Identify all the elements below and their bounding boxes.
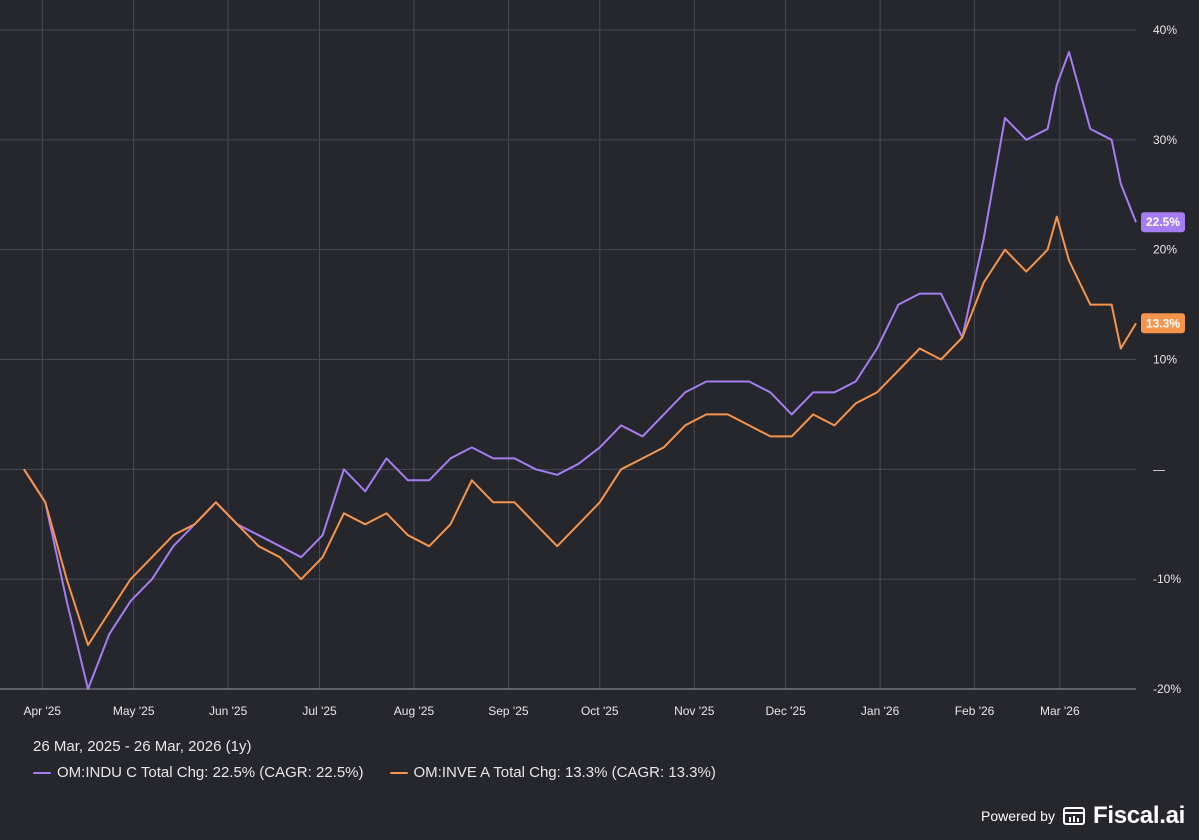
line-chart: -20% -10% — 10% 20% 30% 40% Apr '25 May '25 Jun '… — [0, 0, 1185, 718]
series-line-0 — [23, 51, 1137, 690]
x-tick-label: Apr '25 — [23, 704, 61, 718]
end-value-label: 13.3% — [1146, 316, 1180, 330]
series-layer — [23, 51, 1137, 690]
end-value-label: 22.5% — [1146, 215, 1180, 229]
x-tick-label: Sep '25 — [488, 704, 529, 718]
powered-by-text: Powered by — [981, 808, 1055, 824]
legend: OM:INDU C Total Chg: 22.5% (CAGR: 22.5%)… — [33, 764, 716, 781]
y-tick-label: -20% — [1153, 682, 1181, 696]
fiscal-logo-icon — [1062, 807, 1085, 825]
axis-layer: -20% -10% — 10% 20% 30% 40% Apr '25 May '25 Jun '… — [0, 23, 1181, 718]
x-tick-label: Mar '26 — [1040, 704, 1080, 718]
series-line-1 — [23, 215, 1137, 647]
end-value-badge — [1141, 212, 1185, 233]
x-tick-label: Aug '25 — [394, 704, 435, 718]
y-tick-label: 40% — [1153, 23, 1177, 37]
grid-layer — [0, 0, 1136, 690]
y-tick-label: 30% — [1153, 133, 1177, 147]
x-tick-label: Jul '25 — [302, 704, 337, 718]
x-tick-label: May '25 — [113, 704, 155, 718]
legend-label-indu: OM:INDU C Total Chg: 22.5% (CAGR: 22.5%) — [57, 764, 364, 781]
legend-item-indu[interactable]: OM:INDU C Total Chg: 22.5% (CAGR: 22.5%) — [33, 764, 364, 781]
legend-swatch-inve — [389, 771, 408, 774]
y-tick-label: 20% — [1153, 243, 1177, 257]
badge-layer: 22.5% 13.3% — [1141, 212, 1185, 334]
x-tick-label: Jan '26 — [861, 704, 900, 718]
brand-name: Fiscal.ai — [1092, 802, 1185, 829]
legend-swatch-indu — [33, 771, 51, 774]
end-value-badge — [1141, 313, 1185, 334]
x-tick-label: Feb '26 — [955, 704, 995, 718]
y-tick-label: -10% — [1153, 572, 1181, 586]
date-range: 26 Mar, 2025 - 26 Mar, 2026 (1y) — [33, 738, 252, 755]
x-tick-label: Dec '25 — [765, 704, 806, 718]
y-tick-label: — — [1153, 462, 1165, 476]
legend-item-inve[interactable]: OM:INVE A Total Chg: 13.3% (CAGR: 13.3%) — [389, 764, 716, 781]
legend-label-inve: OM:INVE A Total Chg: 13.3% (CAGR: 13.3%) — [413, 764, 716, 781]
x-tick-label: Jun '25 — [209, 704, 248, 718]
y-tick-label: 10% — [1153, 353, 1177, 367]
x-tick-label: Oct '25 — [581, 704, 619, 718]
branding[interactable]: Powered by Fiscal.ai — [981, 802, 1185, 830]
x-tick-label: Nov '25 — [674, 704, 715, 718]
